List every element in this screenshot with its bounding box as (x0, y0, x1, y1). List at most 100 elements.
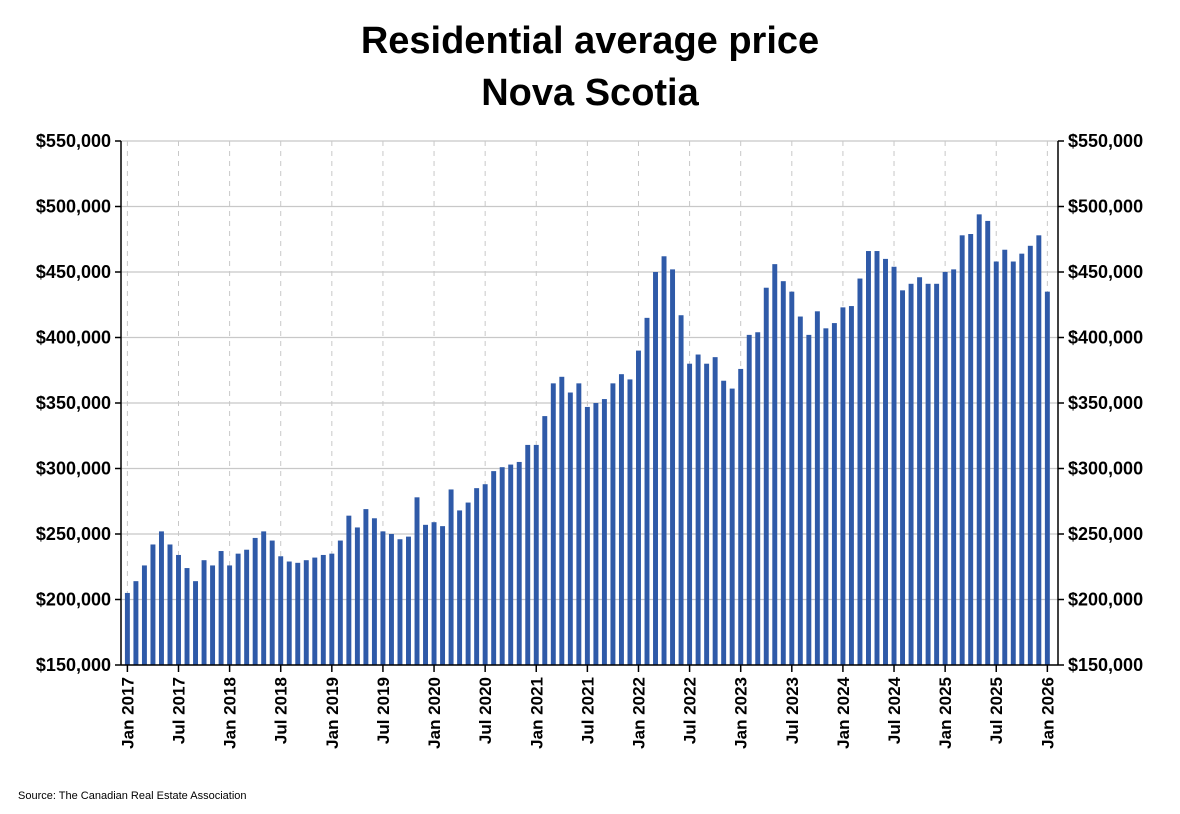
bar (167, 544, 173, 665)
bar (193, 581, 199, 665)
bar (1027, 245, 1033, 666)
bar (780, 281, 786, 665)
bar (210, 565, 216, 665)
bar (1019, 253, 1025, 665)
bar (1044, 291, 1050, 665)
y-tick-label-right: $500,000 (1068, 197, 1143, 217)
y-tick-label-right: $150,000 (1068, 655, 1143, 675)
bar (584, 406, 590, 665)
bar (831, 323, 837, 665)
bar (499, 467, 505, 665)
bar (951, 269, 957, 665)
bar (448, 489, 454, 665)
bar (891, 266, 897, 665)
bar (525, 444, 531, 665)
y-tick-label-left: $150,000 (36, 655, 111, 675)
bar (636, 350, 641, 665)
bar (303, 560, 309, 665)
bar (678, 315, 684, 665)
bar (883, 258, 888, 665)
bar (465, 502, 471, 665)
bar (269, 540, 275, 665)
bar (388, 534, 394, 665)
bar (670, 269, 676, 665)
x-tick-label: Jan 2025 (936, 677, 955, 749)
bar (840, 307, 846, 665)
bar (866, 251, 871, 666)
bar (533, 444, 539, 665)
x-tick-label: Jan 2022 (629, 677, 648, 749)
y-tick-label-right: $350,000 (1068, 393, 1143, 413)
bar (976, 214, 982, 666)
bar (337, 540, 343, 665)
bar (738, 368, 744, 665)
bar (201, 560, 207, 665)
bar (397, 539, 403, 665)
x-tick-label: Jan 2021 (527, 677, 546, 749)
bar (917, 277, 923, 665)
x-tick-label: Jul 2018 (272, 677, 291, 744)
chart-subtitle: Nova Scotia (481, 72, 699, 114)
bar (729, 388, 735, 665)
bar (516, 461, 522, 665)
chart-title: Residential average price (360, 20, 820, 62)
x-tick-label: Jul 2023 (783, 677, 802, 744)
y-tick-label-left: $350,000 (36, 393, 111, 413)
x-tick-label: Jul 2021 (578, 677, 597, 744)
source-note: Source: The Canadian Real Estate Associa… (18, 790, 247, 802)
bar (644, 317, 650, 665)
bar (474, 488, 480, 665)
bar (261, 531, 267, 665)
bar (610, 383, 616, 665)
y-tick-label-right: $250,000 (1068, 524, 1143, 544)
bar (985, 220, 991, 665)
bar (712, 357, 718, 665)
bar (218, 551, 224, 665)
y-tick-label-right: $450,000 (1068, 262, 1143, 282)
bar (814, 311, 820, 665)
x-tick-label: Jan 2023 (732, 677, 751, 749)
bar (661, 256, 667, 665)
bar (627, 379, 633, 665)
bar (329, 553, 335, 665)
bar (848, 306, 854, 665)
bar (993, 261, 999, 665)
bar (440, 526, 446, 665)
bar (354, 527, 360, 665)
y-tick-label-left: $550,000 (36, 131, 111, 151)
bar (959, 235, 965, 665)
bar (371, 518, 377, 665)
x-tick-label: Jul 2019 (374, 677, 393, 744)
bar (491, 471, 497, 665)
x-tick-label: Jan 2017 (118, 677, 137, 749)
bar (363, 509, 369, 665)
bar (968, 234, 974, 665)
bar (414, 497, 420, 665)
bar (797, 316, 803, 665)
bar (1010, 261, 1016, 665)
bar (823, 328, 829, 665)
y-tick-label-left: $450,000 (36, 262, 111, 282)
bar (908, 283, 914, 665)
bar (380, 531, 386, 665)
x-tick-label: Jan 2018 (221, 677, 240, 749)
bar (406, 536, 411, 665)
x-tick-label: Jan 2019 (323, 677, 342, 749)
y-tick-label-left: $300,000 (36, 459, 111, 479)
y-tick-label-right: $200,000 (1068, 590, 1143, 610)
bar (244, 549, 250, 665)
bar (755, 332, 761, 665)
bar (133, 581, 139, 665)
bar (900, 290, 906, 665)
bar (550, 383, 556, 665)
bar (176, 554, 181, 665)
bar (542, 416, 548, 665)
bar (772, 264, 778, 665)
bar (746, 334, 752, 665)
bar (124, 592, 130, 665)
bar (763, 287, 769, 665)
bar (227, 565, 233, 665)
bar (687, 363, 693, 665)
bar (312, 557, 318, 665)
